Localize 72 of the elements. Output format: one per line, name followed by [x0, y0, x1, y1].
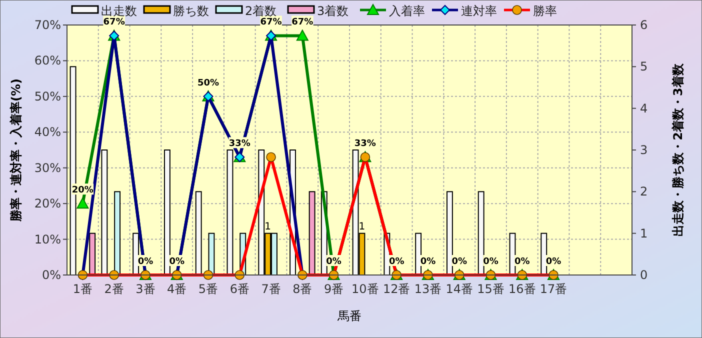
y2-tick-label: 6: [640, 18, 648, 32]
y2-tick-label: 0: [640, 268, 648, 282]
x-tick-label: 15番: [477, 282, 504, 296]
data-label: 0%: [483, 257, 498, 267]
x-tick-label: 3番: [136, 282, 156, 296]
x-tick-label: 10番: [352, 282, 379, 296]
bar: [89, 232, 96, 276]
y-tick-label: 20%: [34, 196, 61, 211]
data-label: 0%: [452, 257, 467, 267]
data-label: 0%: [326, 257, 342, 267]
point: [296, 30, 308, 41]
data-label: 33%: [228, 139, 250, 150]
bar: [415, 232, 422, 276]
x-tick-label: 12番: [382, 282, 410, 296]
data-label: 0%: [546, 257, 562, 267]
data-label: 0%: [388, 257, 404, 267]
y-tick-label: 70%: [34, 18, 61, 32]
data-label: 67%: [103, 18, 125, 28]
y2-tick-label: 2: [640, 184, 648, 199]
bar: [478, 191, 484, 276]
y-axis-title: 勝率・連対率・入着率(%): [9, 78, 23, 222]
y-tick-label: 60%: [34, 54, 61, 68]
y-tick-label: 50%: [34, 89, 61, 104]
x-tick-label: 14番: [446, 282, 473, 296]
x-tick-label: 8番: [292, 282, 312, 296]
y2-axis-title: 出走数・勝ち数・2着数・3着数: [671, 62, 685, 236]
x-tick-label: 16番: [508, 282, 536, 296]
y-tick-label: 10%: [34, 232, 61, 246]
legend-label: 出走数: [101, 4, 137, 18]
legend-label: 勝率: [533, 4, 557, 18]
data-label: 0%: [169, 257, 184, 267]
y-tick-label: 0%: [42, 268, 61, 282]
data-label: 50%: [197, 78, 220, 88]
y2-tick-label: 4: [640, 101, 648, 116]
data-label: 0%: [138, 257, 154, 267]
point: [76, 198, 89, 209]
bar: [195, 191, 202, 276]
x-tick-label: 7番: [261, 282, 281, 296]
bar: [540, 232, 548, 276]
x-axis-title: 馬番: [336, 309, 362, 323]
legend-label: 勝ち数: [173, 4, 209, 18]
bar: [164, 150, 170, 276]
y2-tick-label: 3: [640, 143, 648, 157]
legend-label: 2着数: [245, 4, 277, 18]
legend-label: 3着数: [317, 4, 349, 18]
data-label: 0%: [514, 257, 530, 267]
bar: [132, 232, 140, 276]
bar: [308, 191, 316, 276]
y2-tick-label: 5: [640, 60, 648, 74]
x-tick-label: 4番: [167, 282, 187, 296]
bar: [114, 191, 121, 276]
data-label: 67%: [260, 18, 282, 28]
bar: [101, 150, 108, 276]
data-label: 67%: [292, 18, 314, 28]
x-tick-label: 13番: [414, 282, 442, 296]
data-label: 1: [264, 221, 271, 232]
x-tick-label: 9番: [324, 282, 344, 296]
y2-tick-label: 1: [640, 226, 648, 240]
bar: [446, 191, 453, 276]
x-tick-label: 17番: [540, 282, 568, 296]
data-label: 0%: [420, 257, 436, 267]
legend-label: 連対率: [461, 4, 497, 18]
legend-label: 入着率: [389, 4, 425, 18]
data-label: 1: [358, 221, 366, 232]
x-tick-label: 5番: [198, 282, 218, 296]
y-tick-label: 30%: [34, 160, 61, 175]
data-label: 20%: [72, 186, 94, 196]
x-tick-label: 2番: [104, 282, 124, 296]
x-tick-label: 6番: [230, 282, 250, 296]
x-tick-label: 1番: [72, 282, 93, 296]
data-label: 33%: [354, 139, 376, 150]
y-tick-label: 40%: [34, 125, 61, 140]
